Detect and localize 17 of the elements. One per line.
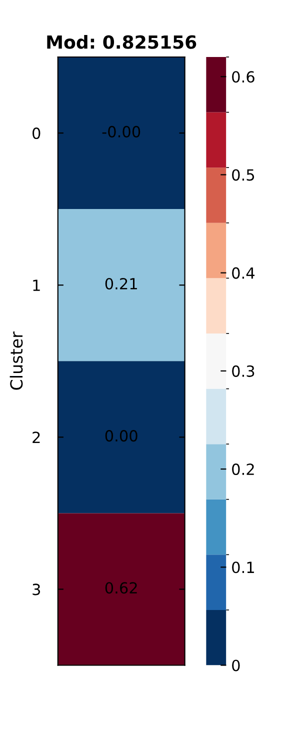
color-bar-label: 0.5 (232, 169, 254, 181)
color-bar-label: 0.6 (232, 71, 254, 83)
y-tick-label: 3 (32, 584, 40, 596)
y-axis-title: Cluster (10, 332, 23, 390)
data-label: 0.62 (105, 582, 137, 594)
data-label: -0.00 (102, 126, 140, 138)
chart-title: Mod: 0.825156 (47, 34, 196, 49)
color-bar-label: 0 (232, 660, 240, 672)
y-tick-label: 0 (32, 127, 40, 140)
color-bar-label: 0.1 (232, 562, 254, 574)
data-label: 0.00 (105, 430, 138, 442)
y-tick-label: 1 (33, 280, 40, 291)
color-bar-label: 0.2 (232, 464, 254, 476)
color-bar-label: 0.4 (232, 267, 254, 279)
color-bar-label: 0.3 (232, 365, 254, 377)
y-tick-label: 2 (32, 432, 40, 443)
data-label: 0.21 (105, 278, 137, 290)
